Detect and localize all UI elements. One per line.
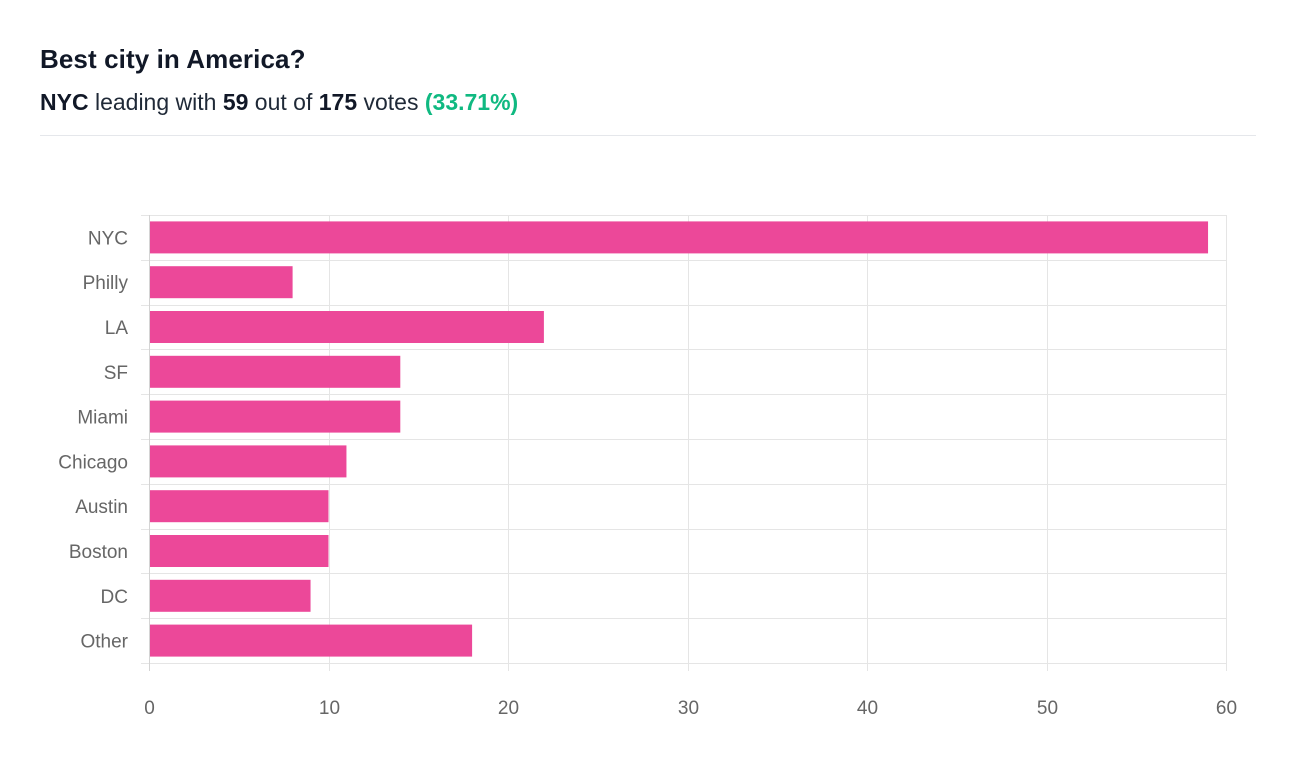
x-tick-label: 30 [678, 698, 699, 719]
poll-title: Best city in America? [40, 44, 306, 74]
category-label: Philly [83, 273, 129, 294]
x-tick-label: 20 [498, 698, 519, 719]
votes-text: votes [363, 89, 419, 115]
leading-text: leading with [94, 89, 217, 115]
leader-votes: 59 [222, 89, 249, 115]
category-label: Miami [77, 408, 128, 429]
x-tick-label: 50 [1037, 698, 1058, 719]
bar-sf [149, 355, 401, 388]
bar-dc [149, 579, 311, 612]
bar-nyc [149, 221, 1209, 254]
leader-percent: (33.71%) [424, 89, 519, 115]
bar-austin [149, 490, 329, 523]
out-of-text: out of [254, 89, 313, 115]
x-tick-label: 0 [144, 698, 155, 719]
bar-philly [149, 266, 293, 299]
header-divider [40, 135, 1256, 136]
category-label: Boston [69, 542, 128, 563]
leader-name: NYC [40, 89, 89, 115]
category-label: NYC [88, 228, 128, 249]
category-label: Austin [75, 497, 128, 518]
category-label: SF [104, 363, 128, 384]
bar-miami [149, 400, 401, 433]
bar-chicago [149, 445, 347, 478]
bar-la [149, 311, 544, 343]
poll-summary: NYC leading with 59 out of 175 votes (33… [40, 89, 518, 116]
x-tick-label: 40 [857, 698, 878, 719]
category-label: Chicago [58, 452, 128, 473]
bar-other [149, 624, 473, 657]
category-label: DC [101, 587, 128, 608]
category-label: Other [80, 632, 128, 653]
total-votes: 175 [318, 89, 358, 115]
bar-boston [149, 535, 329, 567]
x-tick-label: 10 [319, 698, 340, 719]
category-label: LA [105, 318, 129, 339]
x-tick-label: 60 [1216, 698, 1237, 719]
